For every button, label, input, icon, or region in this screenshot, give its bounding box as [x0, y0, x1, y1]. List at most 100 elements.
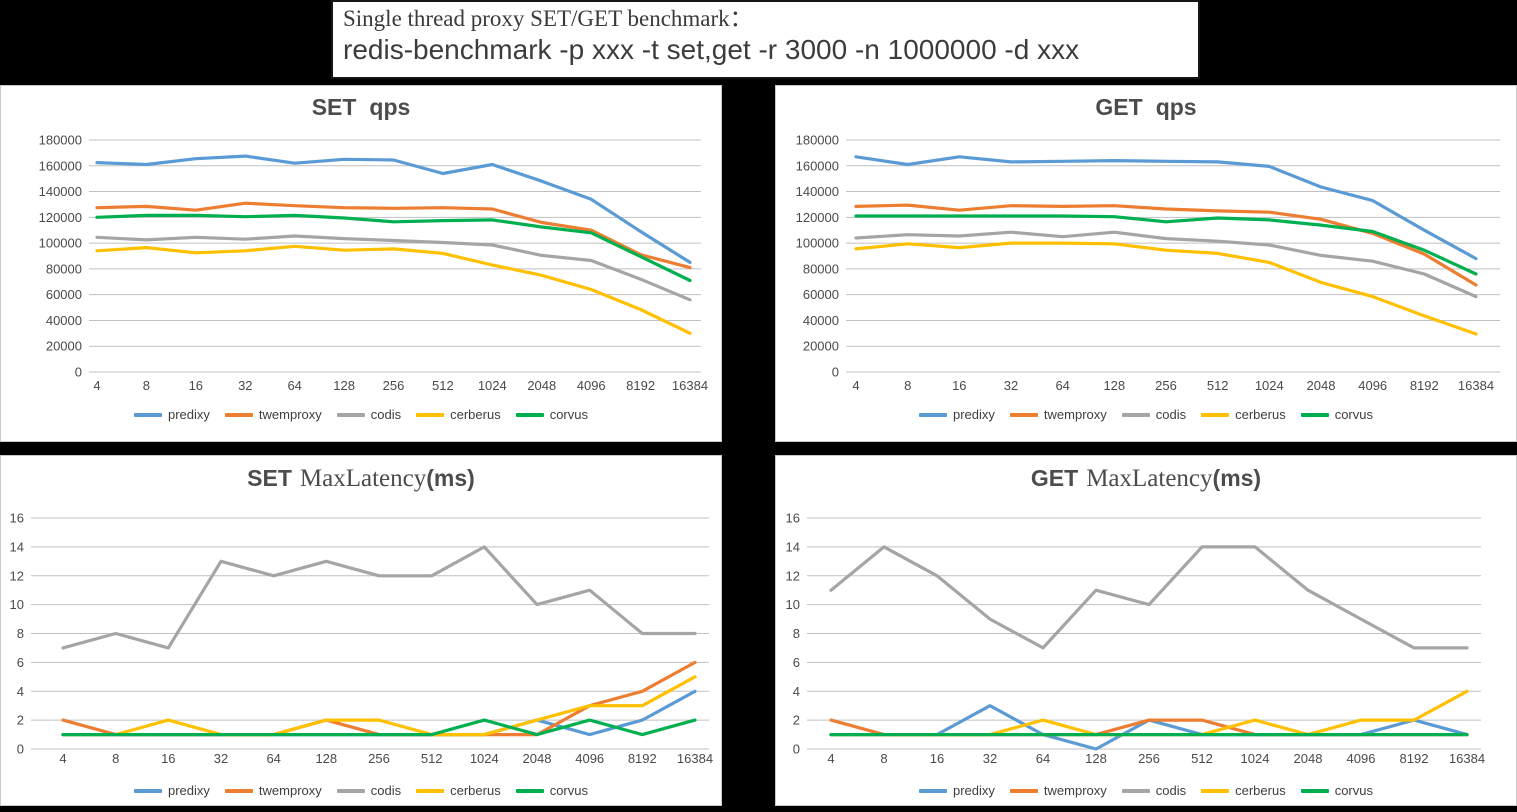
- legend-swatch-corvus: [515, 412, 544, 417]
- y-axis-label: 180000: [39, 133, 82, 148]
- x-axis-label: 1024: [478, 378, 507, 393]
- series-line-predixy: [95, 154, 692, 264]
- legend-item-cerberus: cerberus: [416, 783, 501, 798]
- set-qps-legend: predixy twemproxy codis cerberus corvus: [1, 407, 721, 422]
- series-line-corvus: [61, 718, 697, 737]
- get-qps-title: GET qps: [776, 94, 1516, 121]
- series-line-codis: [829, 545, 1469, 650]
- legend-label-cerberus: cerberus: [450, 407, 501, 422]
- x-axis-label: 512: [432, 378, 454, 393]
- get-qps-title-part: qps: [1155, 94, 1197, 120]
- series-line-twemproxy: [854, 203, 1478, 287]
- get-maxlatency-canvas: 0 2 4 6 8 10 12 14 16 4 8 16 32 64 128 256 512 1024 2048 40…: [786, 511, 1486, 767]
- y-axis-label: 16: [786, 511, 800, 526]
- legend-swatch-predixy: [133, 412, 162, 417]
- x-axis-label: 16384: [1458, 378, 1494, 393]
- x-axis-label: 32: [238, 378, 252, 393]
- x-axis-label: 512: [1191, 751, 1213, 766]
- x-axis-label: 16384: [677, 751, 713, 766]
- y-axis-label: 12: [10, 568, 24, 583]
- set-qps-title: SET qps: [1, 94, 721, 121]
- series-line-cerberus: [95, 244, 692, 335]
- x-axis-label: 256: [383, 378, 405, 393]
- chart-panel-get-qps: GET qps 0 20000 40000 60000 80000 100000 120000 1…: [775, 85, 1517, 442]
- legend-item-twemproxy: twemproxy: [224, 407, 322, 422]
- legend-item-twemproxy: twemproxy: [1009, 407, 1107, 422]
- legend-item-corvus: corvus: [1300, 783, 1373, 798]
- legend-swatch-twemproxy: [1009, 788, 1038, 793]
- x-axis-label: 64: [1036, 751, 1050, 766]
- x-axis-label: 128: [1085, 751, 1107, 766]
- get-qps-canvas: 0 20000 40000 60000 80000 100000 120000 140000 1…: [796, 133, 1500, 393]
- legend-item-corvus: corvus: [515, 783, 588, 798]
- x-axis-label: 512: [421, 751, 443, 766]
- set-maxlatency-title-part: (ms): [426, 465, 475, 491]
- y-axis-label: 80000: [46, 261, 82, 276]
- legend-label-twemproxy: twemproxy: [1043, 783, 1107, 798]
- y-axis-label: 60000: [803, 287, 839, 302]
- x-axis-label: 8192: [1400, 751, 1429, 766]
- legend-swatch-corvus: [1300, 788, 1329, 793]
- legend-label-cerberus: cerberus: [1235, 407, 1286, 422]
- x-axis-label: 32: [214, 751, 228, 766]
- x-axis-label: 8192: [626, 378, 655, 393]
- legend-swatch-predixy: [918, 788, 947, 793]
- legend-item-codis: codis: [336, 407, 401, 422]
- y-axis-label: 16: [10, 511, 24, 526]
- legend-swatch-cerberus: [1201, 412, 1230, 417]
- x-axis-label: 16384: [1449, 751, 1485, 766]
- x-axis-label: 256: [1138, 751, 1160, 766]
- legend-swatch-cerberus: [1201, 788, 1230, 793]
- y-axis-label: 140000: [796, 184, 839, 199]
- legend-item-corvus: corvus: [1300, 407, 1373, 422]
- x-axis-label: 16: [161, 751, 175, 766]
- chart-panel-set-maxlatency: SET MaxLatency(ms) 0 2 4 6 8 10 12 14 16 4 8 16 32 64 12…: [0, 455, 722, 806]
- legend-label-predixy: predixy: [167, 783, 210, 798]
- get-qps-title-part: GET: [1095, 94, 1143, 120]
- x-axis-label: 4096: [1358, 378, 1387, 393]
- x-axis-label: 1024: [470, 751, 499, 766]
- legend-swatch-codis: [1121, 412, 1150, 417]
- series-line-predixy: [61, 689, 697, 737]
- y-axis-label: 12: [786, 568, 800, 583]
- y-axis-label: 40000: [46, 313, 82, 328]
- get-qps-legend: predixy twemproxy codis cerberus corvus: [776, 407, 1516, 422]
- legend-label-corvus: corvus: [1334, 783, 1373, 798]
- legend-label-twemproxy: twemproxy: [1043, 407, 1107, 422]
- x-axis-label: 4096: [577, 378, 606, 393]
- series-line-corvus: [854, 214, 1478, 276]
- legend-label-predixy: predixy: [952, 783, 995, 798]
- y-axis-label: 8: [793, 626, 800, 641]
- y-axis-label: 160000: [796, 158, 839, 173]
- y-axis-label: 6: [793, 655, 800, 670]
- series-line-cerberus: [61, 675, 697, 737]
- y-axis-label: 10: [10, 597, 24, 612]
- y-axis-label: 0: [17, 742, 24, 757]
- get-maxlatency-legend: predixy twemproxy codis cerberus corvus: [776, 783, 1516, 798]
- title-box: Single thread proxy SET/GET benchmark： r…: [331, 0, 1200, 79]
- x-axis-label: 512: [1207, 378, 1229, 393]
- legend-item-predixy: predixy: [918, 783, 995, 798]
- legend-swatch-codis: [336, 412, 365, 417]
- x-axis-label: 8192: [628, 751, 657, 766]
- legend-item-cerberus: cerberus: [1201, 407, 1286, 422]
- series-line-twemproxy: [95, 201, 692, 270]
- legend-item-codis: codis: [1121, 407, 1186, 422]
- y-axis-label: 4: [17, 684, 24, 699]
- x-axis-label: 8: [112, 751, 119, 766]
- legend-label-codis: codis: [1155, 783, 1187, 798]
- x-axis-label: 8192: [1410, 378, 1439, 393]
- legend-item-predixy: predixy: [133, 407, 210, 422]
- legend-item-predixy: predixy: [133, 783, 210, 798]
- x-axis-label: 256: [368, 751, 390, 766]
- legend-swatch-twemproxy: [224, 788, 253, 793]
- legend-item-predixy: predixy: [918, 407, 995, 422]
- legend-item-cerberus: cerberus: [1201, 783, 1286, 798]
- set-qps-title-part: SET: [311, 94, 357, 120]
- y-axis-label: 40000: [803, 313, 839, 328]
- chart-panel-set-qps: SET qps 0 20000 40000 60000 80000 100000 120000 1…: [0, 85, 722, 442]
- legend-label-corvus: corvus: [549, 783, 588, 798]
- y-axis-label: 140000: [39, 184, 82, 199]
- legend-swatch-predixy: [133, 788, 162, 793]
- y-axis-label: 60000: [46, 287, 82, 302]
